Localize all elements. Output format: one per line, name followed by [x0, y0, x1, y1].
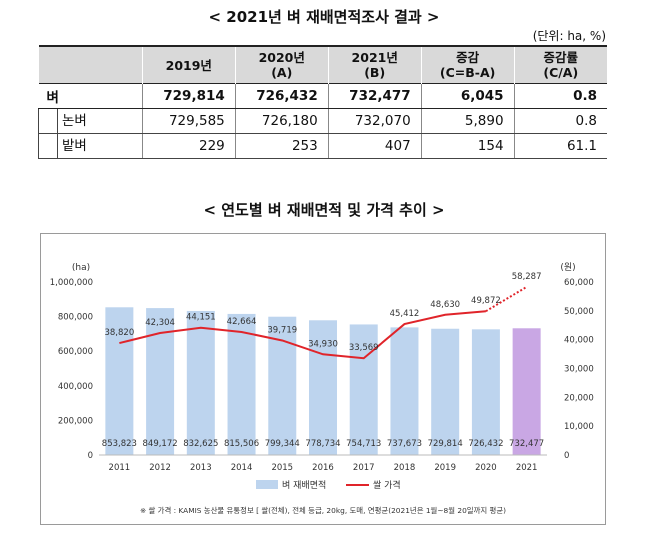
table-cell: 154	[420, 133, 515, 159]
table-cell: 0.8	[513, 108, 607, 134]
table-header-row: 2019년 2020년 (A) 2021년 (B) 증감 (C=B-A) 증감률…	[38, 46, 607, 84]
table-cell: 6,045	[420, 83, 515, 109]
left-tick-label: 400,000	[58, 382, 93, 392]
table-cell: 0.8	[513, 83, 607, 109]
bar-value-label: 832,625	[183, 439, 218, 449]
legend-label-line: 쌀 가격	[373, 479, 401, 491]
x-tick-label: 2021	[516, 463, 538, 473]
bar-value-label: 778,734	[305, 439, 340, 449]
table-cell: 5,890	[420, 108, 515, 134]
bar-value-label: 849,172	[143, 439, 178, 449]
table-cell: 732,477	[327, 83, 422, 109]
bar-value-label: 729,814	[428, 439, 463, 449]
bar	[105, 307, 134, 455]
bar	[390, 327, 419, 455]
right-tick-label: 20,000	[564, 393, 594, 403]
table-row: 벼 729,814 726,432 732,477 6,045 0.8	[38, 83, 607, 109]
left-tick-label: 600,000	[58, 347, 93, 357]
table-cell: 729,585	[141, 108, 236, 134]
bar	[186, 310, 215, 455]
footnote: ※ 쌀 가격 : KAMIS 농산물 유통정보 [ 쌀(전체), 전체 등급, …	[140, 506, 506, 515]
table-title: < 2021년 벼 재배면적조사 결과 >	[208, 8, 440, 26]
header-cell: 증감 (C=B-A)	[420, 46, 515, 84]
price-value-label: 48,630	[430, 300, 460, 310]
table-row: 논벼 729,585 726,180 732,070 5,890 0.8	[38, 108, 607, 134]
unit-note: (단위: ha, %)	[532, 29, 606, 43]
row-label: 밭벼	[38, 133, 143, 159]
bar	[471, 329, 500, 455]
header-cell: 2020년 (A)	[234, 46, 329, 84]
x-tick-label: 2011	[109, 463, 131, 473]
x-tick-label: 2015	[271, 463, 293, 473]
legend-swatch-bar	[256, 480, 278, 489]
table-cell: 732,070	[327, 108, 422, 134]
bar-value-label: 732,477	[509, 439, 544, 449]
table-cell: 253	[234, 133, 329, 159]
price-line	[119, 310, 486, 360]
bar-value-label: 754,713	[346, 439, 381, 449]
row-label: 논벼	[38, 108, 143, 134]
bar-value-label: 799,344	[265, 439, 300, 449]
price-value-label: 58,287	[512, 272, 542, 282]
price-value-label: 38,820	[104, 328, 134, 338]
price-value-label: 44,151	[186, 313, 216, 323]
bar	[431, 328, 460, 455]
summary-table: 2019년 2020년 (A) 2021년 (B) 증감 (C=B-A) 증감률…	[38, 45, 607, 159]
left-tick-label: 200,000	[58, 416, 93, 426]
x-tick-label: 2016	[312, 463, 334, 473]
bar	[349, 324, 378, 455]
bar-value-label: 737,673	[387, 439, 422, 449]
right-tick-label: 10,000	[564, 422, 594, 432]
x-tick-label: 2019	[434, 463, 456, 473]
table-cell: 726,432	[234, 83, 329, 109]
legend-label-bar: 벼 재배면적	[282, 479, 326, 491]
x-tick-label: 2012	[149, 463, 171, 473]
combo-chart: (ha) (원) 0 200,000 400,000 600,000 800,000 1,00…	[50, 262, 594, 515]
header-cell	[38, 46, 143, 84]
right-tick-label: 40,000	[564, 336, 594, 346]
table-row: 밭벼 229 253 407 154 61.1	[38, 133, 607, 159]
row-label-text: 밭벼	[62, 138, 87, 154]
x-tick-label: 2020	[475, 463, 497, 473]
bar-value-label: 853,823	[102, 439, 137, 449]
price-value-label: 33,569	[349, 343, 379, 353]
header-cell: 증감률 (C/A)	[513, 46, 607, 84]
right-tick-label: 0	[564, 451, 569, 461]
table-cell: 229	[141, 133, 236, 159]
price-value-label: 42,664	[227, 317, 257, 327]
bar	[146, 308, 175, 455]
left-axis-label: (ha)	[72, 263, 90, 273]
right-tick-label: 30,000	[564, 365, 594, 375]
chart-title: < 연도별 벼 재배면적 및 가격 추이 >	[203, 201, 445, 219]
left-tick-label: 800,000	[58, 313, 93, 323]
header-cell: 2019년	[141, 46, 236, 84]
bar	[512, 328, 541, 455]
table-cell: 729,814	[141, 83, 236, 109]
bar	[309, 320, 337, 455]
chart-frame: (ha) (원) 0 200,000 400,000 600,000 800,000 1,00…	[40, 233, 606, 525]
x-tick-label: 2013	[190, 463, 212, 473]
table-cell: 726,180	[234, 108, 329, 134]
row-label: 벼	[38, 83, 143, 109]
table-cell: 61.1	[513, 133, 607, 159]
table-cell: 407	[327, 133, 422, 159]
x-tick-label: 2017	[353, 463, 375, 473]
price-value-label: 39,719	[267, 325, 297, 335]
header-cell: 2021년 (B)	[327, 46, 422, 84]
row-label-text: 논벼	[62, 113, 87, 129]
price-value-label: 42,304	[145, 318, 175, 328]
price-value-label: 49,872	[471, 296, 501, 306]
bar-value-label: 815,506	[224, 439, 259, 449]
price-value-label: 34,930	[308, 339, 338, 349]
left-tick-label: 1,000,000	[50, 278, 93, 288]
price-value-label: 45,412	[390, 309, 420, 319]
x-tick-label: 2014	[231, 463, 253, 473]
left-tick-label: 0	[88, 451, 93, 461]
x-tick-label: 2018	[394, 463, 416, 473]
right-axis-label: (원)	[560, 262, 575, 273]
right-tick-label: 50,000	[564, 307, 594, 317]
bar-value-label: 726,432	[468, 439, 503, 449]
right-tick-label: 60,000	[564, 278, 594, 288]
bar	[227, 313, 256, 455]
